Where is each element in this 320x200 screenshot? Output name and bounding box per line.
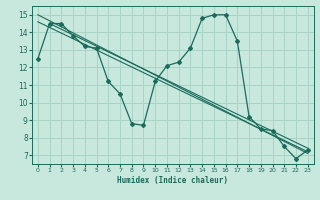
X-axis label: Humidex (Indice chaleur): Humidex (Indice chaleur) [117,176,228,185]
